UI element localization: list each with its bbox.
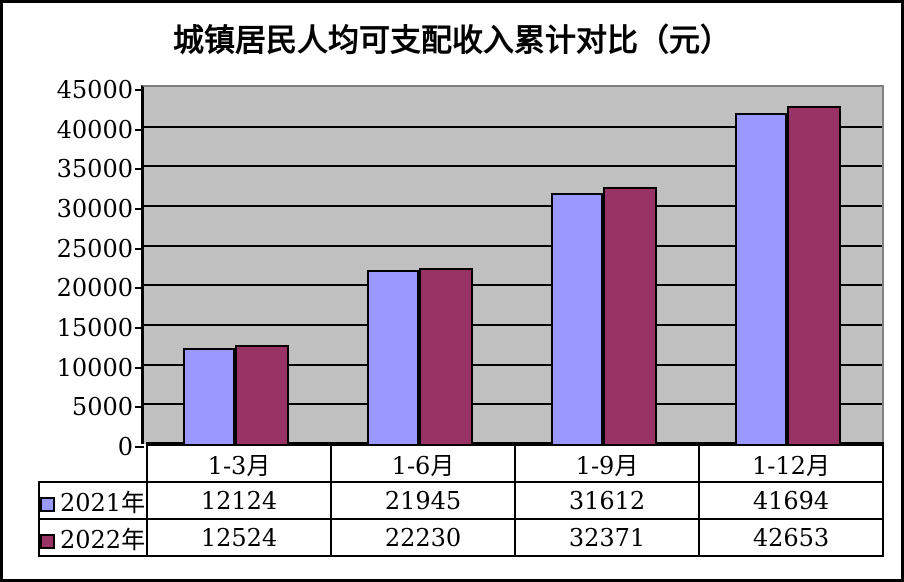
bar-group (328, 87, 512, 444)
value-cell: 31612 (514, 481, 700, 520)
y-tick-label: 10000 (56, 353, 133, 382)
bar-group (512, 87, 696, 444)
y-tick-label: 40000 (56, 115, 133, 144)
legend-swatch (41, 497, 55, 512)
y-tick-label: 20000 (56, 274, 133, 303)
y-tick-mark (135, 327, 144, 329)
y-tick-label: 30000 (56, 195, 133, 223)
y-tick-label: 15000 (56, 314, 133, 342)
gridline (144, 205, 882, 208)
value-cell: 21945 (330, 481, 516, 520)
bar-series-1 (235, 344, 289, 444)
gridline (144, 125, 882, 128)
bar-series-1 (603, 187, 657, 444)
legend-cell: 2021年 (38, 481, 148, 520)
value-cell: 41694 (698, 481, 884, 520)
gridline (144, 324, 882, 327)
y-tick-label: 0 (117, 433, 133, 461)
category-cell: 1-3月 (146, 442, 332, 483)
value-cell: 22230 (330, 518, 516, 557)
chart-title: 城镇居民人均可支配收入累计对比（元） (173, 23, 731, 59)
bar-series-0 (551, 193, 603, 444)
y-tick-mark (135, 208, 144, 210)
y-tick-mark (135, 128, 144, 131)
bar-series-1 (787, 105, 841, 444)
value-cell: 32371 (514, 518, 700, 557)
gridline (144, 244, 882, 247)
bar-series-1 (419, 267, 473, 444)
table-corner-cell (39, 444, 147, 482)
legend-cell: 2022年 (38, 518, 148, 557)
legend-label: 2021年 (60, 489, 146, 517)
table-row: 2021年 12124 21945 31612 41694 (38, 481, 884, 520)
y-tick-mark (135, 406, 144, 409)
legend-label: 2022年 (60, 526, 146, 554)
bar-series-0 (367, 269, 419, 444)
y-tick-label: 5000 (71, 393, 133, 422)
bar-group (144, 87, 328, 444)
table-row: 2022年 12524 22230 32371 42653 (38, 518, 884, 557)
category-cell: 1-9月 (514, 442, 700, 483)
y-tick-mark (135, 168, 144, 171)
y-tick-label: 35000 (56, 155, 133, 184)
gridline (144, 363, 882, 366)
value-cell: 12124 (146, 481, 332, 520)
bar-group (696, 87, 880, 444)
legend-swatch (41, 534, 55, 549)
y-tick-mark (135, 89, 144, 91)
gridline (144, 284, 882, 287)
bar-series-0 (735, 113, 787, 444)
y-tick-mark (135, 287, 144, 290)
data-table: 1-3月 1-6月 1-9月 1-12月 2021年 12124 21945 31612 416… (38, 442, 884, 557)
gridline (144, 403, 882, 406)
y-tick-mark (135, 446, 144, 448)
y-tick-label: 45000 (56, 76, 133, 104)
category-cell: 1-12月 (698, 442, 884, 483)
gridline (144, 165, 882, 168)
bar-series-0 (183, 347, 235, 444)
value-cell: 12524 (146, 518, 332, 557)
value-cell: 42653 (698, 518, 884, 557)
y-tick-mark (135, 366, 144, 369)
plot-area (141, 85, 884, 444)
y-tick-label: 25000 (56, 234, 133, 263)
y-tick-mark (135, 247, 144, 250)
category-cell: 1-6月 (330, 442, 516, 483)
